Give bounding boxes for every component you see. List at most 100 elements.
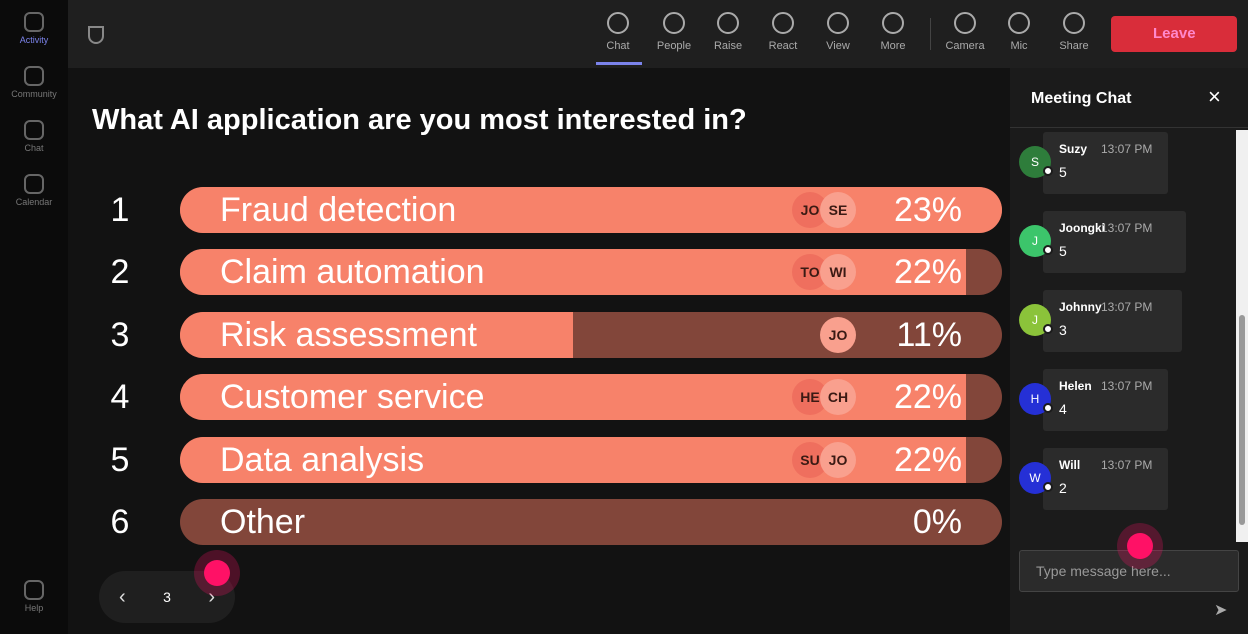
message-text: 5 (1059, 164, 1067, 180)
sidebar-label: Community (11, 89, 57, 99)
option-label: Claim automation (220, 253, 485, 292)
sidebar-label: Chat (24, 143, 44, 153)
message-time: 13:07 PM (1101, 142, 1153, 156)
message-text: 5 (1059, 243, 1067, 259)
chat-panel: Meeting Chat × Type message here... ➤ Su… (1010, 68, 1248, 634)
message-time: 13:07 PM (1101, 221, 1153, 235)
page-number: 3 (163, 589, 171, 605)
toolbar-button[interactable]: Raise (703, 12, 753, 52)
toolbar-button[interactable]: Chat (593, 12, 643, 52)
poll-option[interactable]: Other 0% (180, 499, 1002, 545)
sidebar-item[interactable]: Activity (0, 12, 68, 45)
option-label: Data analysis (220, 440, 425, 479)
chat-title: Meeting Chat (1031, 90, 1132, 107)
option-label: Customer service (220, 378, 485, 417)
toolbar-label: View (826, 40, 850, 52)
poll-option[interactable]: Data analysis 22% SU JO (180, 436, 1002, 483)
chat-message: Will 13:07 PM 2 (1043, 448, 1168, 510)
send-button[interactable]: ➤ (1214, 602, 1228, 619)
message-time: 13:07 PM (1101, 379, 1153, 393)
sidebar-label: Help (24, 603, 44, 613)
toolbar-label: Raise (713, 40, 743, 52)
option-percent: 23% (893, 191, 962, 229)
shield-icon (88, 26, 104, 44)
option-number: 6 (110, 503, 130, 541)
toolbar-label: People (656, 40, 692, 52)
option-number: 5 (110, 440, 130, 479)
sidebar-item[interactable]: Help (0, 580, 68, 613)
close-button[interactable]: × (1208, 84, 1221, 109)
sender-name: Suzy (1059, 142, 1088, 156)
poll-option[interactable]: Risk assessment 11% JO (180, 311, 1002, 358)
divider (1010, 127, 1248, 128)
poll-option[interactable]: Customer service 22% HE CH (180, 374, 1002, 421)
option-label: Risk assessment (220, 315, 477, 354)
toolbar-button[interactable]: More (868, 12, 918, 52)
status-dot (1043, 324, 1053, 334)
toolbar-label: Share (1059, 40, 1089, 52)
status-dot (1043, 166, 1053, 176)
sidebar-item[interactable]: Community (0, 66, 68, 99)
chat-message: Johnny 13:07 PM 3 (1043, 290, 1182, 352)
toolbar-label: Chat (606, 40, 630, 52)
toolbar-button[interactable]: People (649, 12, 699, 52)
scrollbar[interactable] (1236, 130, 1248, 542)
voter-avatar: CH (820, 379, 856, 416)
next-button[interactable]: › (208, 586, 215, 608)
poll-option[interactable]: Claim automation 22% TO WI (180, 249, 1002, 296)
option-label: Other (220, 503, 306, 541)
divider (930, 18, 931, 50)
sender-name: Joongki (1059, 221, 1106, 235)
prev-button[interactable]: ‹ (119, 586, 126, 608)
sender-name: Johnny (1059, 300, 1102, 314)
option-label: Fraud detection (220, 191, 457, 229)
toolbar-button[interactable]: Share (1049, 12, 1099, 52)
sidebar: Activity Community Chat Calendar Help (0, 0, 68, 634)
option-percent: 22% (893, 378, 962, 417)
message-time: 13:07 PM (1101, 458, 1153, 472)
toolbar-button[interactable]: View (813, 12, 863, 52)
toolbar-button[interactable]: React (758, 12, 808, 52)
sidebar-label: Calendar (15, 197, 53, 207)
option-number: 4 (110, 378, 130, 417)
option-number: 1 (110, 191, 130, 229)
chat-message: Helen 13:07 PM 4 (1043, 369, 1168, 431)
voter-avatar: SE (820, 192, 856, 228)
option-percent: 11% (896, 315, 962, 354)
toolbar-button[interactable]: Mic (994, 12, 1044, 52)
voter-avatar: JO (820, 441, 856, 478)
active-tab-indicator (596, 62, 642, 65)
cursor-indicator (1127, 533, 1153, 559)
leave-button[interactable]: Leave (1111, 16, 1237, 52)
sender-name: Will (1059, 458, 1081, 472)
message-input[interactable]: Type message here... (1019, 550, 1239, 592)
option-number: 3 (110, 315, 130, 354)
sidebar-item[interactable]: Calendar (0, 174, 68, 207)
sidebar-label: Activity (19, 35, 49, 45)
chat-message: Suzy 13:07 PM 5 (1043, 132, 1168, 194)
option-percent: 22% (893, 440, 962, 479)
toolbar-label: Mic (1010, 40, 1028, 52)
option-percent: 0% (912, 503, 962, 541)
chat-message: Joongki 13:07 PM 5 (1043, 211, 1186, 273)
sidebar-item[interactable]: Chat (0, 120, 68, 153)
status-dot (1043, 403, 1053, 413)
toolbar-label: React (768, 40, 798, 52)
status-dot (1043, 482, 1053, 492)
toolbar: Chat People Raise React View More Camera Mic Sha… (68, 0, 1248, 68)
voter-avatar: WI (820, 254, 856, 291)
status-dot (1043, 245, 1053, 255)
message-time: 13:07 PM (1101, 300, 1153, 314)
option-bar (180, 187, 1002, 233)
toolbar-label: Camera (945, 40, 985, 52)
poll-question: What AI application are you most interes… (92, 104, 747, 136)
toolbar-label: More (880, 40, 906, 52)
message-text: 4 (1059, 401, 1067, 417)
option-bar (180, 311, 574, 358)
voter-avatar: JO (820, 316, 856, 353)
poll-option[interactable]: Fraud detection 23% JO SE (180, 187, 1002, 233)
message-text: 2 (1059, 480, 1067, 496)
toolbar-button[interactable]: Camera (940, 12, 990, 52)
option-number: 2 (110, 253, 130, 292)
